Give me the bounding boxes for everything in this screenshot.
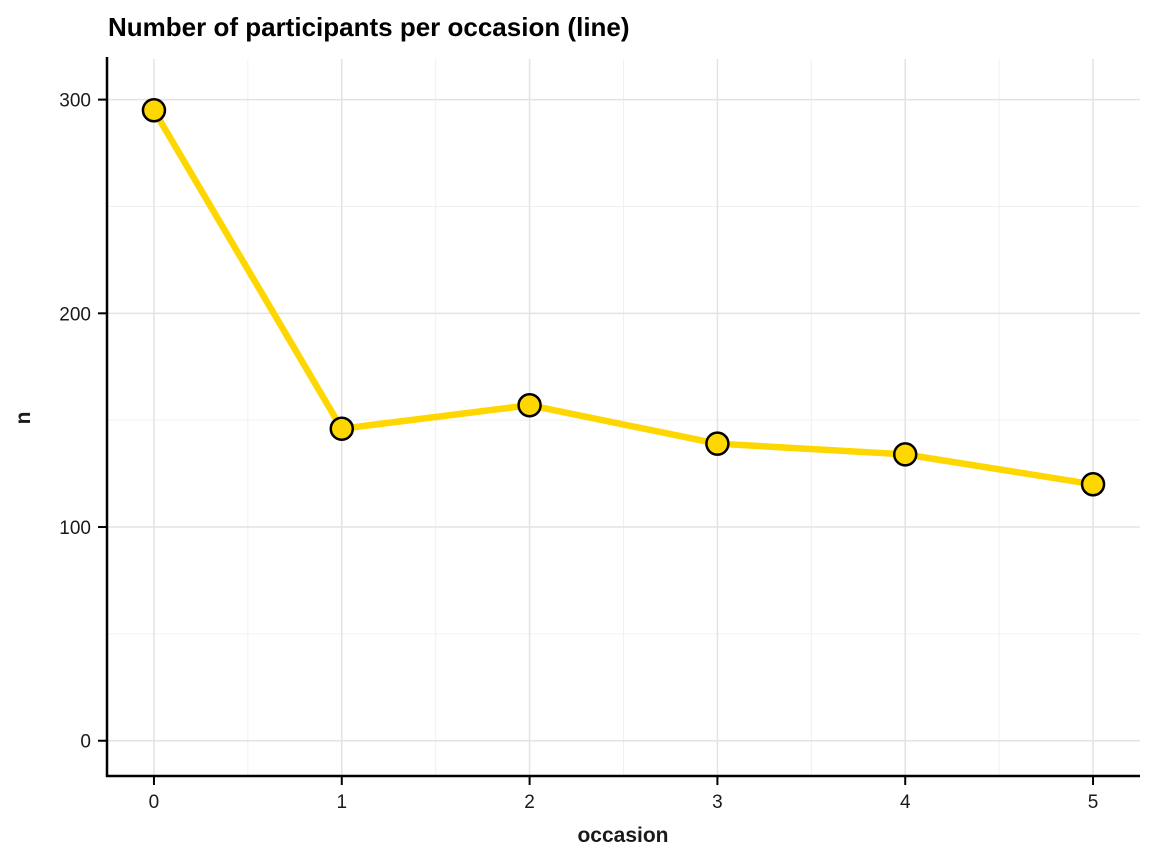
data-point — [705, 431, 730, 456]
data-point — [517, 392, 542, 418]
y-tick-label: 300 — [59, 91, 91, 112]
x-tick-label: 5 — [1088, 792, 1099, 813]
x-tick-label: 2 — [524, 792, 535, 813]
tick-marks-and-labels: 0 1 2 3 4 5 0 100 200 300 — [59, 91, 1098, 813]
axes — [105, 57, 1140, 778]
chart-title: Number of participants per occasion (lin… — [108, 12, 630, 42]
x-axis-label: occasion — [577, 824, 668, 847]
x-tick-label: 1 — [336, 792, 347, 813]
data-point — [329, 416, 355, 441]
y-tick-label: 200 — [59, 304, 91, 325]
y-tick-label: 0 — [80, 732, 91, 753]
y-tick-label: 100 — [59, 518, 91, 539]
x-tick-label: 4 — [900, 792, 911, 813]
x-tick-label: 0 — [149, 792, 160, 813]
data-point — [1080, 472, 1106, 497]
data-point — [892, 442, 918, 467]
gridlines — [107, 59, 1140, 776]
x-tick-label: 3 — [712, 792, 723, 813]
line-series — [141, 98, 1106, 497]
data-point — [141, 98, 167, 123]
y-axis-label: n — [12, 412, 35, 425]
data-line — [150, 107, 1097, 488]
